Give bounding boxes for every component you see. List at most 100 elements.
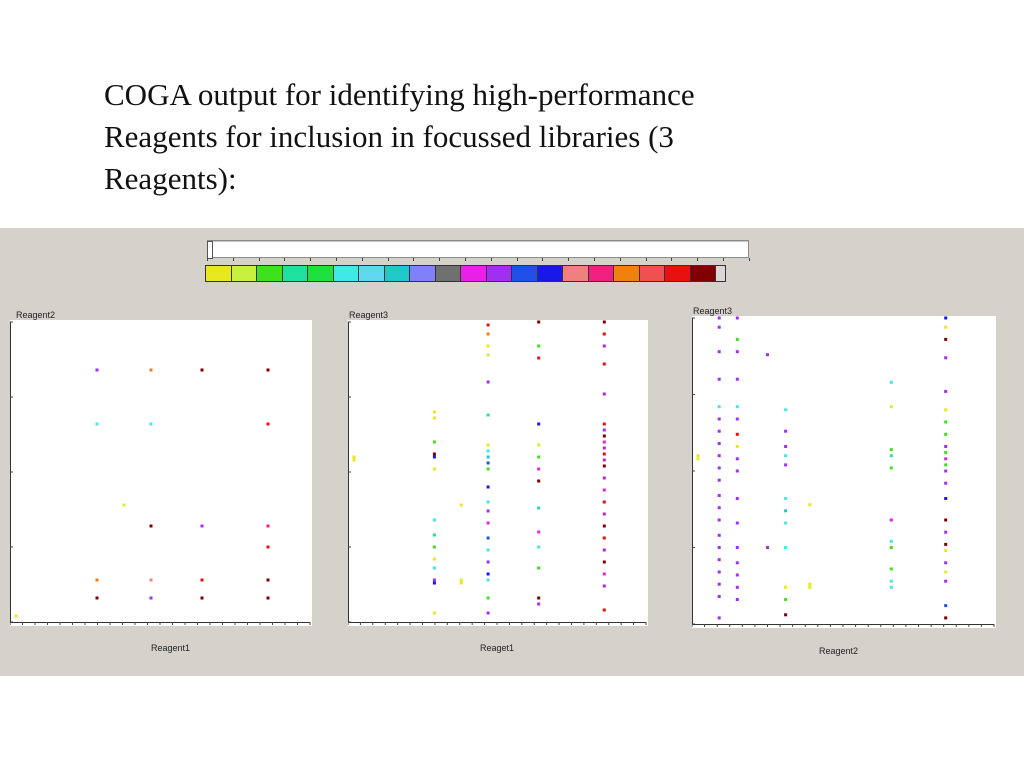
scatter-point	[944, 549, 948, 553]
scatter-point	[459, 503, 463, 507]
legend-swatch-6	[333, 266, 359, 281]
scatter-point	[784, 546, 788, 549]
scatter-point	[200, 524, 204, 528]
scatter-point	[735, 432, 739, 436]
legend-swatch-2	[231, 266, 257, 281]
scatter-point	[735, 585, 739, 589]
scatter-point	[602, 344, 606, 348]
slider-tick	[284, 258, 286, 261]
scatter-point	[537, 545, 541, 549]
scatter-point	[200, 578, 204, 582]
legend-swatch-7	[359, 266, 385, 281]
slide-title-line-2: Reagents for inclusion in focussed libra…	[104, 119, 674, 154]
scatter-point	[95, 422, 99, 426]
scatter-point	[486, 536, 490, 540]
scatter-point	[784, 429, 788, 433]
scatter-point	[537, 530, 541, 534]
slider-tick	[232, 258, 234, 261]
scatter-point	[889, 579, 893, 583]
scatter-point	[717, 582, 721, 586]
scatter-point	[766, 353, 769, 357]
scatter-point	[200, 596, 204, 600]
scatter-point	[432, 611, 436, 615]
scatter-point	[602, 500, 606, 504]
scatter-point	[486, 611, 490, 615]
scatter-point	[944, 420, 948, 424]
scatter-point	[784, 585, 788, 589]
scatter-point	[537, 506, 541, 510]
scatter-point	[122, 503, 126, 507]
scatter-point	[537, 566, 541, 570]
scatter-point	[486, 332, 490, 336]
scatter-point	[889, 454, 893, 458]
scatter-point	[784, 509, 788, 513]
scatter-svg	[10, 321, 311, 625]
slider-tick	[387, 258, 389, 261]
legend-swatch-15	[563, 266, 589, 281]
scatter-point	[717, 466, 721, 470]
scatter-point	[784, 445, 788, 448]
legend-swatch-1	[206, 266, 232, 281]
scatter-point	[944, 389, 948, 393]
scatter-point	[602, 362, 606, 366]
scatter-point	[432, 410, 436, 414]
scatter-point	[486, 467, 490, 471]
slide-title: COGA output for identifying high-perform…	[104, 74, 884, 200]
scatter-point	[602, 488, 606, 492]
scatter-point	[735, 337, 739, 341]
legend-swatch-19	[665, 266, 691, 281]
scatter-point	[735, 445, 739, 448]
scatter-point	[537, 455, 541, 459]
scatter-point	[944, 542, 948, 546]
legend-swatch-20	[690, 266, 716, 281]
scatter-point	[486, 500, 490, 504]
slider-tick	[594, 258, 595, 261]
scatter-point	[486, 572, 490, 576]
legend-swatch-13	[512, 266, 538, 281]
scatter-point	[717, 558, 721, 562]
scatter-point	[486, 380, 490, 384]
scatter-point	[149, 368, 153, 372]
scatter-point	[602, 452, 606, 456]
scatter-plot-reagent2-vs-reagent3	[692, 316, 996, 628]
plot2-y-axis-label: Reagent3	[349, 310, 389, 320]
scatter-point	[149, 524, 153, 528]
slider-tick	[542, 258, 544, 261]
scatter-point	[717, 494, 721, 497]
slider-tick	[619, 258, 621, 261]
scatter-point	[432, 578, 436, 582]
scatter-point	[944, 316, 948, 320]
scatter-point	[889, 539, 893, 543]
scatter-point	[432, 518, 436, 522]
scatter-point	[889, 466, 893, 470]
scatter-point	[537, 356, 541, 360]
legend-swatch-4	[282, 266, 308, 281]
scatter-point	[95, 368, 99, 372]
scatter-point	[602, 428, 606, 432]
scatter-point	[944, 570, 948, 574]
scatter-point	[889, 448, 893, 452]
slider-tick	[490, 258, 492, 261]
scatter-point	[486, 443, 490, 447]
scatter-point	[432, 557, 436, 561]
slider-tick	[310, 258, 312, 261]
scatter-point	[432, 416, 436, 420]
scatter-point	[602, 512, 606, 516]
plot1-y-axis-label: Reagent2	[16, 310, 56, 320]
threshold-slider-thumb[interactable]	[207, 241, 213, 259]
scatter-point	[486, 455, 490, 459]
scatter-point	[944, 497, 948, 500]
legend-swatch-16	[588, 266, 614, 281]
legend-swatch-3	[257, 266, 283, 281]
scatter-point	[717, 595, 721, 598]
scatter-point	[944, 408, 948, 412]
slider-tick	[258, 258, 260, 261]
scatter-point	[432, 467, 436, 471]
slider-tick	[645, 258, 647, 261]
slider-tick	[568, 258, 570, 261]
scatter-point	[717, 546, 721, 549]
plot2-x-axis-label: Reaget1	[480, 643, 515, 653]
scatter-point	[486, 521, 490, 525]
threshold-slider-track[interactable]	[207, 240, 749, 258]
scatter-point	[602, 440, 606, 444]
